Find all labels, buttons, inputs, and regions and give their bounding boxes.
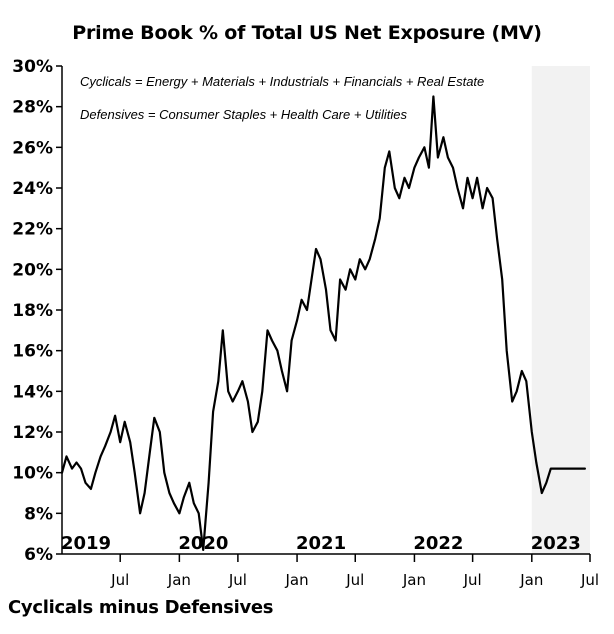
x-tick-label: Jul bbox=[580, 571, 599, 589]
y-tick-label: 22% bbox=[12, 220, 53, 240]
x-tick-label: Jan bbox=[284, 571, 308, 589]
y-tick-label: 8% bbox=[24, 504, 53, 524]
y-tick-label: 6% bbox=[24, 545, 53, 565]
x-tick-label: Jan bbox=[167, 571, 191, 589]
x-tick-label: Jan bbox=[402, 571, 426, 589]
year-label: 2023 bbox=[531, 533, 581, 554]
chart-title: Prime Book % of Total US Net Exposure (M… bbox=[72, 22, 542, 44]
x-axis-label: Cyclicals minus Defensives bbox=[8, 597, 274, 618]
x-tick-label: Jul bbox=[228, 571, 247, 589]
year-label: 2019 bbox=[61, 533, 111, 554]
y-tick-label: 12% bbox=[12, 423, 53, 443]
x-tick-label: Jul bbox=[110, 571, 129, 589]
annotation-note: Cyclicals = Energy + Materials + Industr… bbox=[80, 74, 484, 89]
series-line bbox=[60, 95, 587, 552]
y-tick-label: 10% bbox=[12, 464, 53, 484]
axes-layer bbox=[56, 65, 591, 562]
year-label: 2022 bbox=[413, 533, 463, 554]
series-layer bbox=[60, 95, 587, 552]
y-tick-label: 24% bbox=[12, 179, 53, 199]
y-tick-label: 14% bbox=[12, 382, 53, 402]
tick-labels-layer: 6% 8% 10% 12% 14% 16% 18% 20% 22% 24% 26% 28% 30% Jul… bbox=[12, 57, 599, 589]
x-tick-label: Jul bbox=[463, 571, 482, 589]
x-tick-label: Jul bbox=[345, 571, 364, 589]
year-label: 2020 bbox=[178, 533, 228, 554]
y-tick-label: 16% bbox=[12, 342, 53, 362]
y-tick-label: 26% bbox=[12, 138, 53, 158]
shaded-region-layer bbox=[531, 66, 590, 554]
x-tick-label: Jan bbox=[519, 571, 543, 589]
y-tick-label: 20% bbox=[12, 260, 53, 280]
y-tick-label: 28% bbox=[12, 98, 53, 118]
annotations-layer: Cyclicals = Energy + Materials + Industr… bbox=[80, 74, 484, 122]
y-tick-label: 30% bbox=[12, 57, 53, 77]
shaded-region bbox=[531, 66, 590, 554]
y-tick-label: 18% bbox=[12, 301, 53, 321]
annotation-note: Defensives = Consumer Staples + Health C… bbox=[80, 107, 407, 122]
year-label: 2021 bbox=[296, 533, 346, 554]
